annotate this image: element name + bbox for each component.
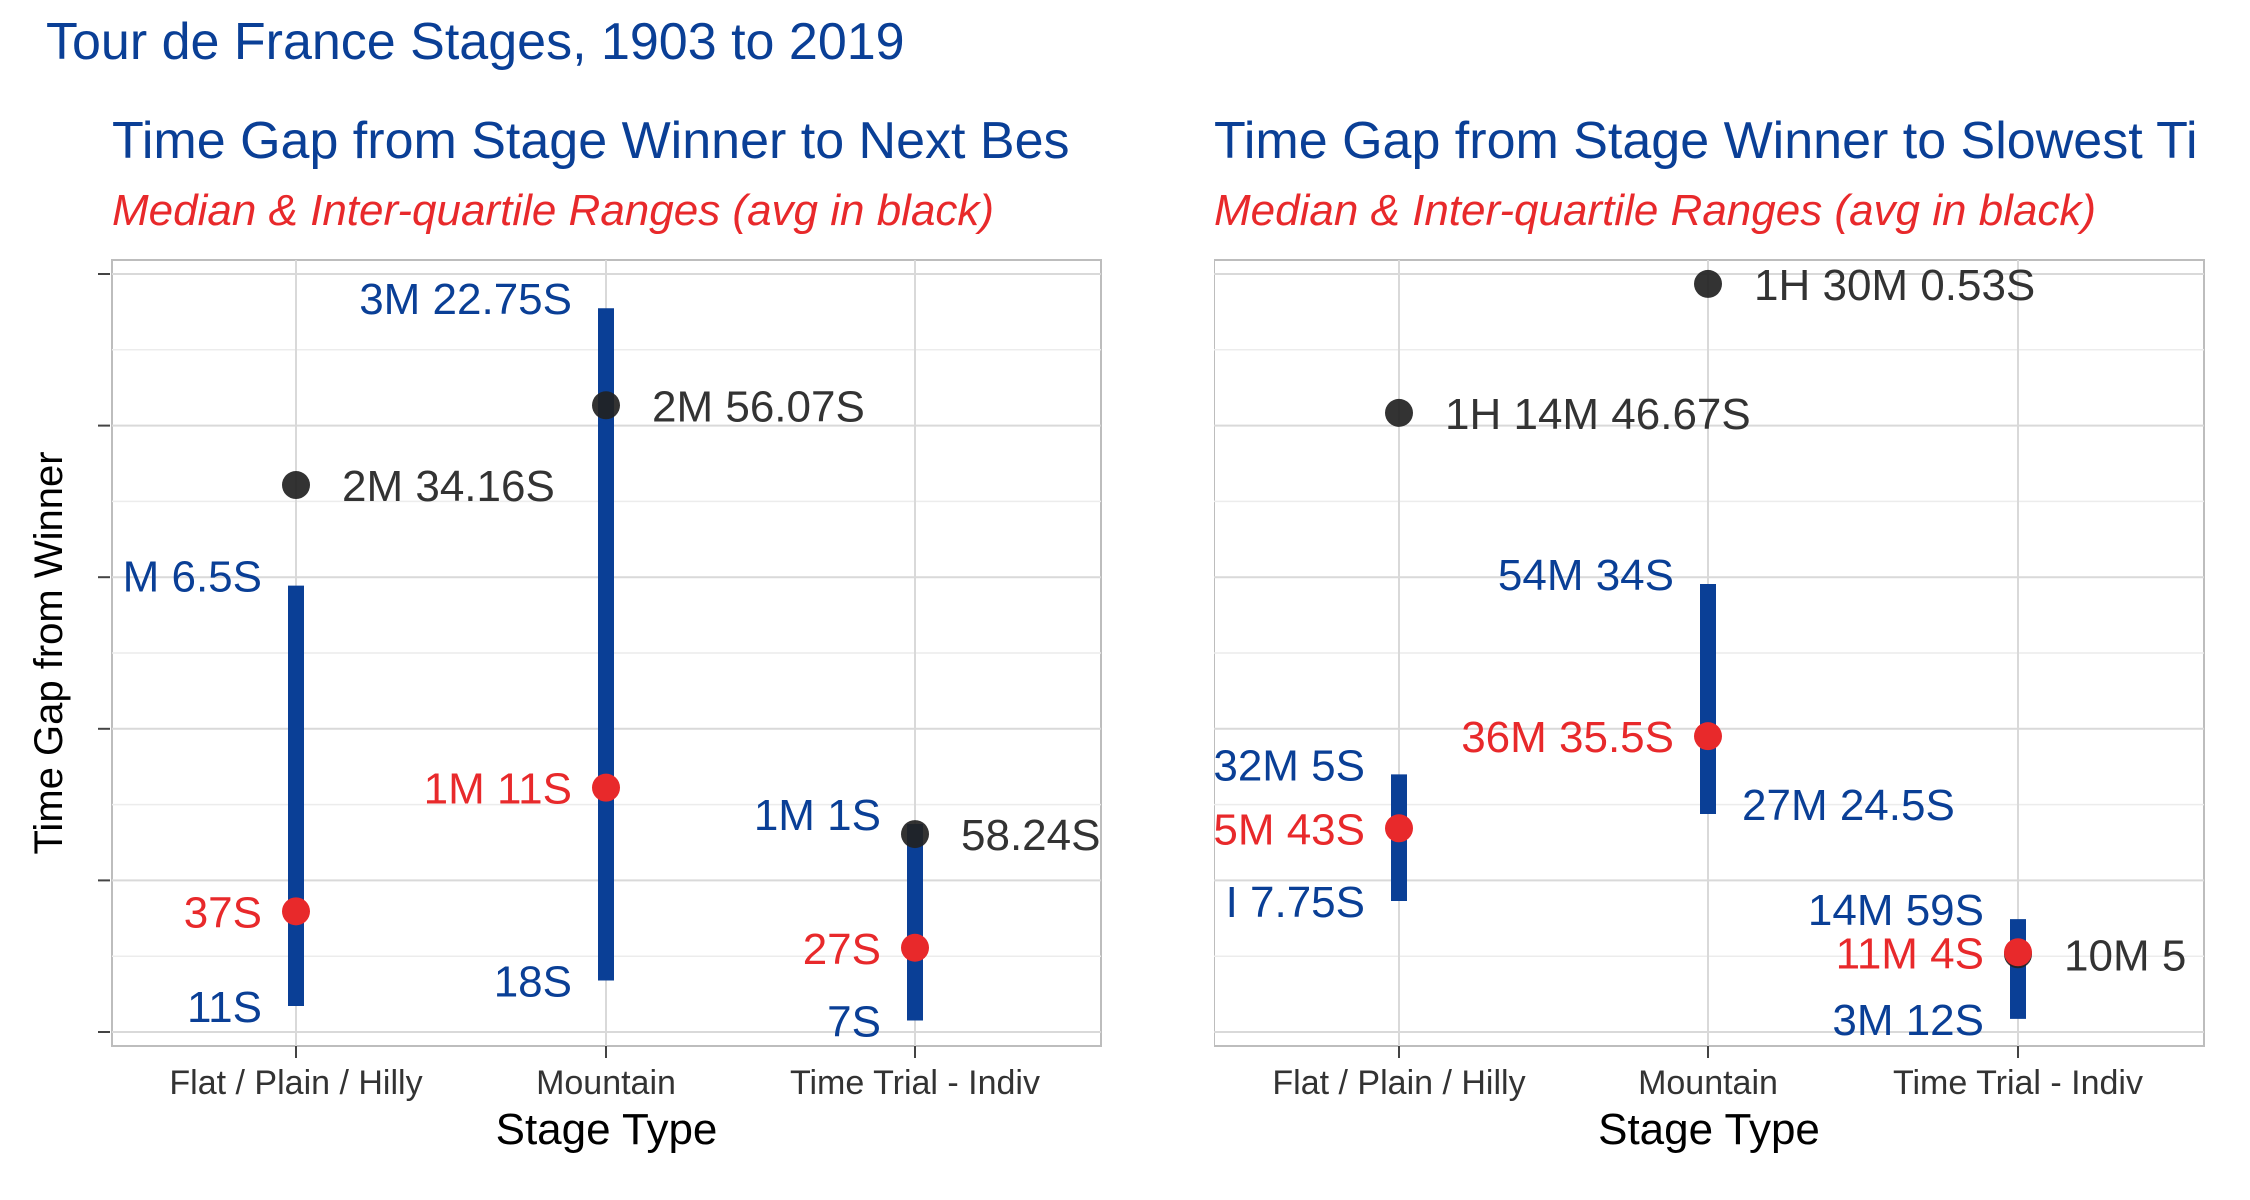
panel-title: Time Gap from Stage Winner to Next Bes: [112, 112, 1070, 170]
median-label: 1M 11S: [424, 765, 572, 814]
median-label: 11M 4S: [1836, 929, 1984, 978]
panel-title: Time Gap from Stage Winner to Slowest Ti: [1214, 112, 2198, 170]
median-point: [282, 897, 310, 926]
x-tick-label: Mountain: [536, 1064, 676, 1102]
panel-subtitle: Median & Inter-quartile Ranges (avg in b…: [1214, 186, 2096, 235]
main-title: Tour de France Stages, 1903 to 2019: [46, 13, 905, 71]
q3-label: 32M 5S: [1213, 741, 1365, 790]
q1-label: 18S: [494, 958, 572, 1007]
mean-label: 2M 34.16S: [342, 462, 555, 511]
x-tick-label: Flat / Plain / Hilly: [1272, 1064, 1525, 1102]
median-point: [1694, 722, 1722, 751]
panel-subtitle: Median & Inter-quartile Ranges (avg in b…: [112, 186, 994, 235]
q1-label: I 7.75S: [1226, 878, 1365, 927]
x-tick-label: Time Trial - Indiv: [790, 1064, 1040, 1102]
x-tick-label: Mountain: [1638, 1064, 1778, 1102]
q3-label: 3M 22.75S: [359, 275, 572, 324]
x-tick-label: Time Trial - Indiv: [1893, 1064, 2143, 1102]
y-axis-title: Time Gap from Winner: [27, 451, 71, 854]
mean-point: [282, 471, 310, 500]
mean-label: 58.24S: [961, 811, 1100, 860]
q1-label: 7S: [827, 998, 881, 1047]
median-label: 37S: [184, 888, 262, 937]
median-point: [1385, 814, 1413, 843]
mean-point: [901, 820, 929, 849]
median-point: [592, 773, 620, 802]
q3-label: 54M 34S: [1498, 551, 1674, 600]
x-tick-label: Flat / Plain / Hilly: [169, 1064, 422, 1102]
q3-label: M 6.5S: [123, 553, 262, 602]
mean-label: 10M 5: [2064, 931, 2186, 980]
mean-point: [1694, 269, 1722, 298]
q1-label: 27M 24.5S: [1742, 781, 1955, 830]
mean-label: 1H 14M 46.67S: [1445, 390, 1751, 439]
panel-1: Time Gap from Stage Winner to Next Bes Me…: [27, 112, 1102, 1154]
q1-label: 11S: [187, 983, 262, 1032]
x-axis-title: Stage Type: [1598, 1105, 1820, 1154]
x-axis-title: Stage Type: [496, 1105, 718, 1154]
median-label: 36M 35.5S: [1461, 713, 1674, 762]
mean-point: [592, 391, 620, 420]
mean-point: [1385, 398, 1413, 427]
q3-label: 1M 1S: [754, 791, 881, 840]
panel-2: Time Gap from Stage Winner to Slowest Ti…: [1213, 112, 2205, 1154]
median-point: [901, 933, 929, 962]
q3-label: 14M 59S: [1808, 886, 1984, 935]
median-point: [2004, 938, 2032, 967]
q1-label: 3M 12S: [1832, 996, 1984, 1045]
mean-label: 1H 30M 0.53S: [1754, 261, 2035, 310]
mean-label: 2M 56.07S: [652, 382, 865, 431]
median-label: 5M 43S: [1213, 805, 1365, 854]
median-label: 27S: [803, 925, 881, 974]
